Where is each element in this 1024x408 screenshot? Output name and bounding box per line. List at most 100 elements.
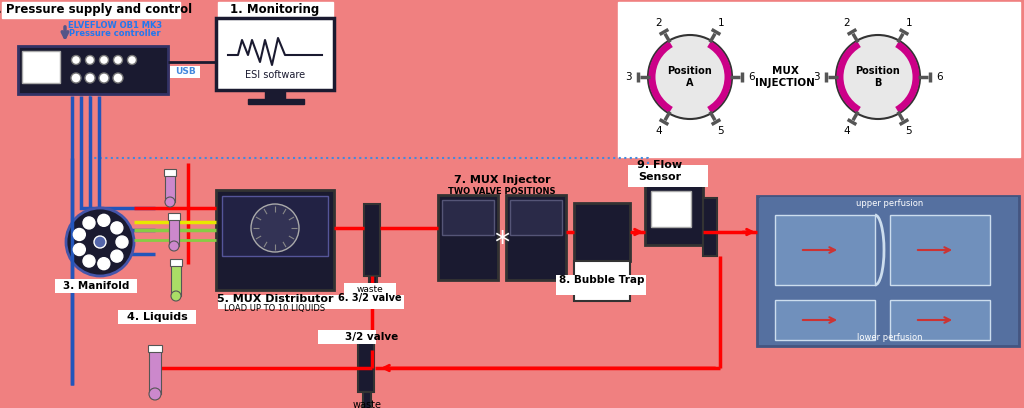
Bar: [574, 203, 630, 261]
Circle shape: [113, 73, 123, 83]
Text: waste: waste: [356, 284, 383, 293]
Bar: [248, 99, 304, 104]
Text: ESI software: ESI software: [245, 70, 305, 80]
Circle shape: [111, 222, 123, 234]
Circle shape: [94, 236, 106, 248]
Circle shape: [83, 255, 95, 267]
Bar: [170, 66, 200, 78]
Text: 2: 2: [655, 18, 663, 28]
Circle shape: [251, 204, 299, 252]
Bar: [890, 215, 990, 285]
Bar: [164, 169, 176, 176]
Bar: [216, 18, 334, 90]
Bar: [148, 345, 162, 352]
Text: LOAD UP TO 10 LIQUIDS: LOAD UP TO 10 LIQUIDS: [224, 304, 326, 313]
Bar: [358, 340, 374, 392]
Text: 4: 4: [844, 126, 850, 136]
Bar: [22, 51, 60, 83]
Circle shape: [85, 55, 94, 64]
Bar: [55, 279, 137, 293]
Text: 4. Liquids: 4. Liquids: [127, 312, 187, 322]
Bar: [169, 218, 179, 246]
Text: upper perfusion: upper perfusion: [856, 200, 924, 208]
Circle shape: [111, 250, 123, 262]
Text: USB: USB: [175, 67, 196, 77]
Text: *: *: [495, 228, 510, 257]
Text: 2. Pressure supply and control: 2. Pressure supply and control: [0, 4, 193, 16]
Bar: [369, 276, 377, 300]
Bar: [265, 90, 285, 99]
Circle shape: [83, 217, 95, 229]
Text: 5: 5: [905, 126, 912, 136]
Bar: [165, 174, 175, 202]
Text: 1. Monitoring: 1. Monitoring: [230, 4, 319, 16]
Circle shape: [72, 55, 81, 64]
Circle shape: [85, 73, 95, 83]
Circle shape: [98, 258, 110, 270]
Text: 6. 3/2 valve: 6. 3/2 valve: [338, 293, 401, 303]
Circle shape: [98, 214, 110, 226]
Circle shape: [169, 241, 179, 251]
Text: Pressure controller: Pressure controller: [70, 29, 161, 38]
Circle shape: [71, 73, 81, 83]
Text: TWO VALVE POSITIONS: TWO VALVE POSITIONS: [449, 186, 556, 195]
Text: lower perfusion: lower perfusion: [857, 333, 923, 342]
Bar: [510, 200, 562, 235]
Bar: [651, 191, 691, 227]
Text: 3. Manifold: 3. Manifold: [62, 281, 129, 291]
Text: 1: 1: [718, 18, 724, 28]
Bar: [628, 165, 708, 187]
Circle shape: [74, 228, 85, 240]
Text: 2: 2: [844, 18, 850, 28]
Text: 5. MUX Distributor: 5. MUX Distributor: [217, 294, 333, 304]
Bar: [890, 300, 990, 340]
Bar: [150, 350, 161, 394]
Circle shape: [66, 208, 134, 276]
Circle shape: [114, 55, 123, 64]
Bar: [218, 295, 404, 309]
Text: Position
B: Position B: [856, 66, 900, 88]
Bar: [775, 300, 874, 340]
Bar: [757, 196, 1019, 346]
Text: 3: 3: [813, 72, 819, 82]
Text: 9. Flow
Sensor: 9. Flow Sensor: [637, 160, 683, 182]
Bar: [168, 213, 180, 220]
Bar: [703, 198, 717, 256]
Bar: [618, 2, 1020, 157]
Circle shape: [99, 73, 109, 83]
Text: 4: 4: [655, 126, 663, 136]
Text: 3: 3: [625, 72, 632, 82]
Bar: [18, 46, 168, 94]
Bar: [118, 310, 196, 324]
Bar: [442, 200, 494, 235]
Bar: [574, 261, 630, 301]
Text: 3/2 valve: 3/2 valve: [345, 332, 398, 342]
Text: 8. Bubble Trap: 8. Bubble Trap: [559, 275, 645, 285]
Bar: [170, 259, 182, 266]
Bar: [216, 190, 334, 290]
Text: MUX
INJECTION: MUX INJECTION: [755, 66, 815, 88]
Circle shape: [74, 244, 85, 255]
Bar: [171, 264, 181, 296]
Circle shape: [165, 197, 175, 207]
Text: 5: 5: [718, 126, 724, 136]
Bar: [645, 183, 703, 245]
Bar: [438, 195, 498, 280]
Circle shape: [171, 291, 181, 301]
Circle shape: [150, 388, 161, 400]
Text: Position
A: Position A: [668, 66, 713, 88]
Bar: [362, 392, 371, 408]
Bar: [344, 283, 396, 305]
Bar: [222, 196, 328, 256]
Text: ELVEFLOW OB1 MK3: ELVEFLOW OB1 MK3: [68, 22, 162, 31]
Text: 1: 1: [905, 18, 912, 28]
Text: 7. MUX Injector: 7. MUX Injector: [454, 175, 550, 185]
Circle shape: [836, 35, 920, 119]
Circle shape: [128, 55, 136, 64]
Text: 6: 6: [749, 72, 756, 82]
Bar: [364, 204, 380, 276]
Bar: [218, 2, 333, 18]
Circle shape: [648, 35, 732, 119]
Bar: [318, 330, 376, 344]
Text: waste: waste: [352, 400, 382, 408]
